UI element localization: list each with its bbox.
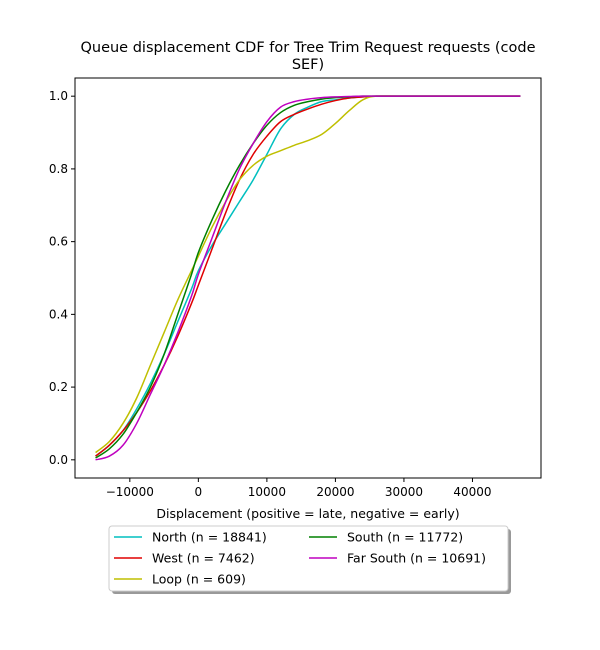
- y-tick-label: 0.4: [49, 307, 68, 321]
- plot-area-frame: [74, 77, 542, 479]
- series-line-0: [95, 95, 521, 457]
- legend-items: North (n = 18841) West (n = 7462) Loop (n …: [114, 530, 486, 587]
- x-tick-label: 40000: [453, 485, 491, 499]
- x-tick-label: 20000: [316, 485, 354, 499]
- x-tick-label: 0: [195, 485, 203, 499]
- series-line-3: [95, 95, 521, 459]
- x-axis-ticks: −10000 0 10000 20000 30000 40000: [106, 478, 492, 499]
- y-tick-label: 0.6: [49, 235, 68, 249]
- legend-label-4: Far South (n = 10691): [347, 551, 486, 566]
- series-layer: [95, 95, 521, 461]
- x-axis-label: Displacement (positive = late, negative …: [156, 506, 459, 521]
- legend: North (n = 18841) West (n = 7462) Loop (n …: [108, 525, 511, 594]
- x-tick-label: −10000: [106, 485, 154, 499]
- y-axis-ticks: 0.0 0.2 0.4 0.6 0.8 1.0: [49, 89, 75, 467]
- legend-label-3: South (n = 11772): [347, 530, 463, 545]
- legend-label-2: Loop (n = 609): [152, 572, 246, 587]
- y-tick-label: 0.8: [49, 162, 68, 176]
- y-tick-label: 1.0: [49, 89, 68, 103]
- series-line-4: [95, 95, 521, 461]
- legend-box: [108, 525, 509, 592]
- legend-label-0: North (n = 18841): [152, 530, 267, 545]
- y-tick-label: 0.0: [49, 453, 68, 467]
- x-tick-label: 10000: [248, 485, 286, 499]
- y-tick-label: 0.2: [49, 380, 68, 394]
- legend-label-1: West (n = 7462): [152, 551, 255, 566]
- series-line-2: [95, 95, 521, 454]
- series-line-1: [95, 95, 521, 457]
- chart-title-line-2: SEF): [292, 57, 324, 73]
- x-tick-label: 30000: [385, 485, 423, 499]
- chart-title-line-1: Queue displacement CDF for Tree Trim Req…: [80, 40, 535, 56]
